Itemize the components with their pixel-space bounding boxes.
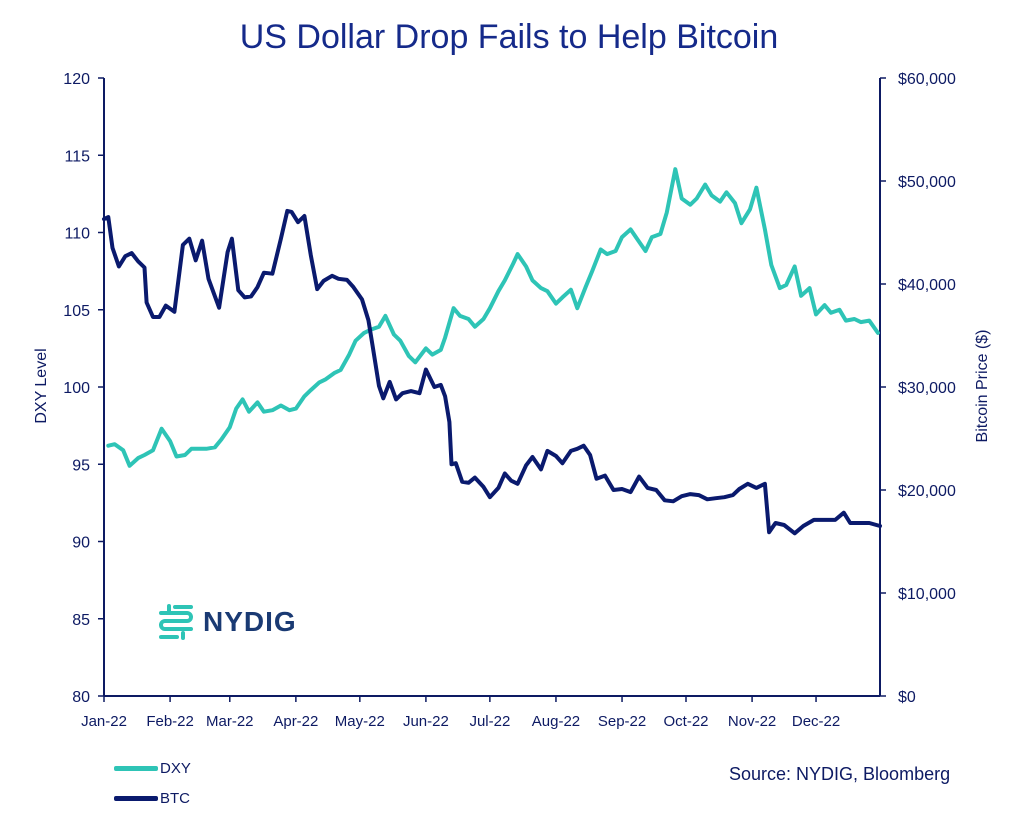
- left-y-tick-label: 85: [72, 612, 90, 629]
- left-y-tick-label: 90: [72, 535, 90, 552]
- left-y-ticks: 80 85 90 95 100 105 110 115 120: [63, 71, 104, 706]
- right-y-tick-label: $40,000: [898, 277, 956, 294]
- right-y-axis-title: Bitcoin Price ($): [974, 330, 991, 443]
- x-tick-label: Aug-22: [532, 713, 580, 730]
- x-tick-label: Jun-22: [403, 713, 449, 730]
- left-y-tick-label: 105: [63, 303, 90, 320]
- right-y-ticks: $0 $10,000 $20,000 $30,000 $40,000 $50,000 $60…: [880, 71, 956, 706]
- nydig-logo: NYDIG: [157, 603, 297, 641]
- left-y-tick-label: 95: [72, 457, 90, 474]
- x-tick-label: Nov-22: [728, 713, 776, 730]
- source-note: Source: NYDIG, Bloomberg: [729, 764, 951, 784]
- series-layer: [102, 167, 882, 536]
- series-line-dxy: [106, 167, 880, 468]
- x-tick-label: Feb-22: [146, 713, 194, 730]
- x-tick-label: Dec-22: [792, 713, 840, 730]
- x-tick-label: Sep-22: [598, 713, 646, 730]
- chart-title: US Dollar Drop Fails to Help Bitcoin: [239, 18, 779, 56]
- left-y-tick-label: 115: [64, 148, 90, 165]
- legend-item-btc: BTC: [114, 787, 190, 809]
- right-y-tick-label: $30,000: [898, 380, 956, 397]
- x-tick-label: Mar-22: [206, 713, 254, 730]
- nydig-logo-text: NYDIG: [203, 606, 297, 637]
- right-y-tick-label: $50,000: [898, 174, 956, 191]
- legend-label-btc: BTC: [160, 789, 190, 807]
- right-y-tick-label: $0: [898, 689, 916, 706]
- x-tick-label: May-22: [335, 713, 385, 730]
- series-line-btc: [102, 208, 882, 536]
- x-tick-label: Jan-22: [81, 713, 127, 730]
- right-y-tick-label: $10,000: [898, 586, 956, 603]
- left-y-tick-label: 110: [64, 226, 90, 243]
- left-y-axis-title: DXY Level: [33, 348, 50, 423]
- right-y-tick-label: $60,000: [898, 71, 956, 88]
- right-y-tick-label: $20,000: [898, 483, 956, 500]
- legend-swatch-btc: [114, 795, 158, 801]
- left-y-tick-label: 120: [63, 71, 90, 88]
- legend-label-dxy: DXY: [160, 759, 191, 777]
- legend-item-dxy: DXY: [114, 757, 191, 779]
- x-ticks: Jan-22 Feb-22 Mar-22 Apr-22 May-22 Jun-22 Jul-…: [81, 696, 840, 730]
- left-y-tick-label: 100: [63, 380, 90, 397]
- left-y-tick-label: 80: [72, 689, 90, 706]
- x-tick-label: Jul-22: [469, 713, 510, 730]
- nydig-logo-icon: [159, 604, 193, 640]
- x-tick-label: Oct-22: [663, 713, 708, 730]
- legend-swatch-dxy: [114, 765, 158, 771]
- x-tick-label: Apr-22: [273, 713, 318, 730]
